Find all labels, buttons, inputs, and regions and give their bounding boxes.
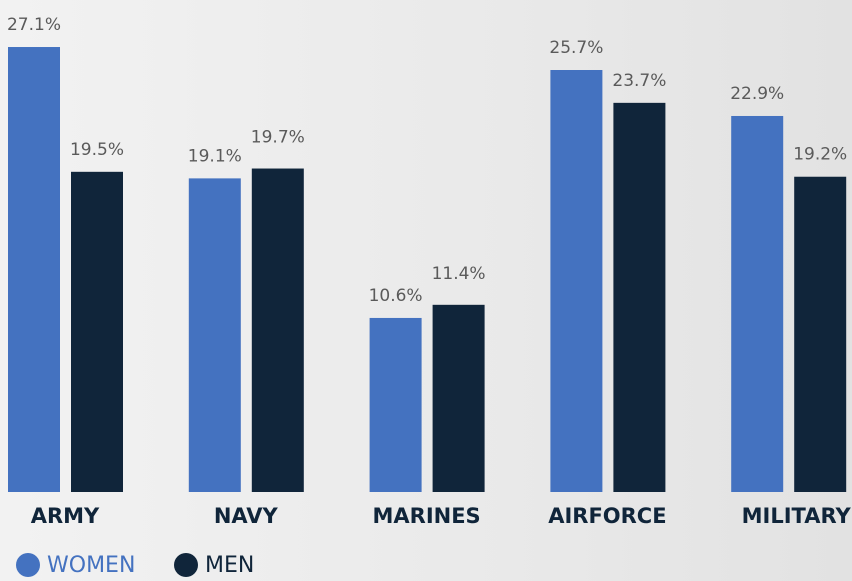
value-label: 27.1% bbox=[7, 15, 61, 35]
value-label: 19.7% bbox=[251, 128, 305, 148]
legend-label: WOMEN bbox=[47, 553, 135, 578]
value-label: 23.7% bbox=[612, 71, 666, 91]
bar bbox=[613, 102, 666, 492]
bar bbox=[8, 47, 60, 492]
legend-label: MEN bbox=[205, 553, 254, 578]
bar bbox=[550, 70, 603, 493]
value-label: 11.4% bbox=[432, 264, 486, 284]
bar bbox=[251, 168, 304, 492]
category-label: MARINES bbox=[373, 504, 481, 528]
bar bbox=[71, 171, 123, 492]
value-label: 22.9% bbox=[730, 84, 784, 104]
category-label: AIRFORCE bbox=[548, 504, 666, 528]
bar bbox=[188, 178, 241, 493]
category-label: ARMY bbox=[31, 504, 100, 528]
category-label: MILITARY bbox=[742, 504, 852, 528]
value-label: 19.5% bbox=[70, 140, 124, 160]
bar bbox=[731, 115, 784, 493]
bar bbox=[794, 176, 847, 492]
bar bbox=[369, 317, 422, 492]
category-label: NAVY bbox=[214, 504, 279, 528]
legend-swatch bbox=[174, 553, 198, 577]
value-label: 10.6% bbox=[369, 286, 423, 306]
value-label: 19.1% bbox=[188, 146, 242, 166]
value-label: 19.2% bbox=[793, 145, 847, 165]
value-label: 25.7% bbox=[549, 38, 603, 58]
bar bbox=[432, 304, 485, 492]
legend-swatch bbox=[16, 553, 40, 577]
